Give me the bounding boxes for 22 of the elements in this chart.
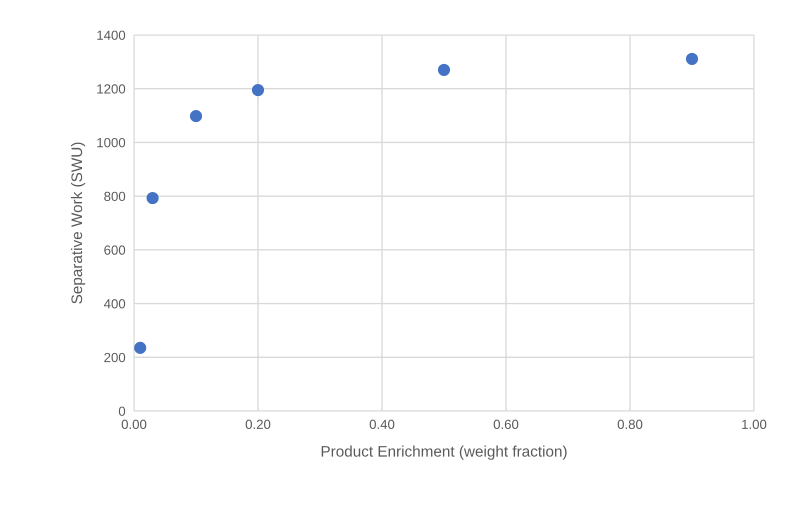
- x-axis-title: Product Enrichment (weight fraction): [322, 446, 567, 460]
- y-tick-label: 800: [104, 192, 126, 202]
- point: [190, 110, 202, 122]
- x-tick-label: 1.00: [742, 420, 766, 430]
- y-tick-label: 1400: [97, 30, 126, 40]
- x-tick-label: 0.40: [370, 420, 394, 430]
- point: [134, 342, 146, 354]
- y-tick-label: 1200: [97, 84, 126, 94]
- point: [146, 192, 159, 204]
- y-tick-label: 200: [104, 352, 126, 362]
- x-tick-label: 0.00: [122, 420, 146, 430]
- y-tick-label: 0: [118, 406, 126, 416]
- point: [252, 84, 264, 96]
- y-tick-label: 600: [104, 245, 126, 255]
- point: [438, 64, 450, 76]
- y-tick-label: 400: [104, 299, 126, 308]
- y-axis-title: Separative Work (SWU): [70, 142, 86, 304]
- y-tick-label: 1000: [97, 138, 126, 148]
- x-tick-label: 0.20: [246, 420, 270, 430]
- point: [686, 52, 698, 65]
- x-tick-label: 0.80: [618, 420, 642, 430]
- x-tick-label: 0.60: [494, 420, 518, 430]
